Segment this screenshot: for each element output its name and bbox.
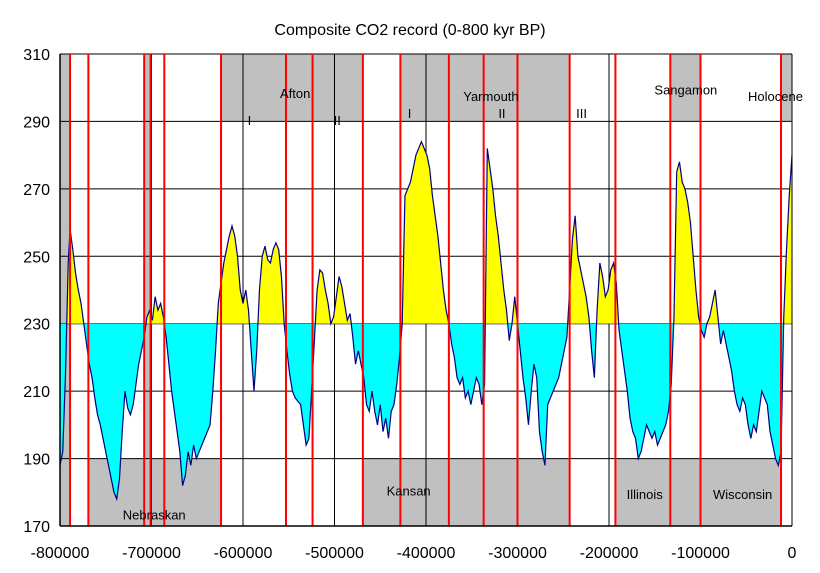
x-tick-label: -700000: [122, 545, 181, 562]
period-label: Sangamon: [654, 82, 717, 97]
period-label: Holocene: [748, 89, 803, 104]
x-tick-label: -200000: [580, 545, 639, 562]
area-fill: [60, 141, 792, 500]
chart-title: Composite CO2 record (0-800 kyr BP): [274, 22, 546, 39]
period-boundaries: [69, 54, 783, 526]
period-label: I: [248, 113, 252, 128]
shade-band: [144, 54, 151, 526]
period-label: Illinois: [627, 487, 664, 502]
shade-band: [400, 54, 570, 122]
y-tick-label: 250: [23, 249, 50, 266]
period-label: II: [334, 113, 341, 128]
period-shading: [60, 54, 792, 526]
area-below-baseline: [60, 323, 784, 500]
shade-band: [60, 54, 71, 526]
shade-band: [164, 458, 222, 526]
x-tick-label: -500000: [305, 545, 364, 562]
period-label: Nebraskan: [123, 507, 186, 522]
y-tick-label: 290: [23, 114, 50, 131]
shade-band: [221, 54, 363, 122]
y-tick-label: 270: [23, 182, 50, 199]
axes: [59, 54, 793, 527]
y-tick-label: 170: [23, 519, 50, 536]
y-tick-label: 190: [23, 452, 50, 469]
shade-band: [781, 54, 792, 122]
period-label: I: [408, 106, 412, 121]
shade-band: [150, 458, 165, 526]
period-label: III: [576, 106, 587, 121]
period-label: Kansan: [387, 484, 431, 499]
shade-band: [670, 54, 701, 122]
x-tick-label: -400000: [397, 545, 456, 562]
period-label: Yarmouth: [463, 89, 518, 104]
period-label: Afton: [280, 86, 310, 101]
shade-band: [362, 458, 570, 526]
x-tick-label: -600000: [214, 545, 273, 562]
x-tick-label: -100000: [671, 545, 730, 562]
shade-band: [615, 458, 782, 526]
y-tick-label: 210: [23, 384, 50, 401]
x-tick-label: 0: [788, 545, 797, 562]
period-label: Wisconsin: [713, 487, 772, 502]
y-tick-label: 310: [23, 47, 50, 64]
area-above-baseline: [60, 141, 792, 324]
x-tick-label: -800000: [31, 545, 90, 562]
y-tick-label: 230: [23, 317, 50, 334]
period-label: II: [498, 106, 505, 121]
tick-labels: 170 190 210 230 250 270 290 310 -800000 -700000 -6…: [23, 47, 796, 562]
x-tick-label: -300000: [488, 545, 547, 562]
